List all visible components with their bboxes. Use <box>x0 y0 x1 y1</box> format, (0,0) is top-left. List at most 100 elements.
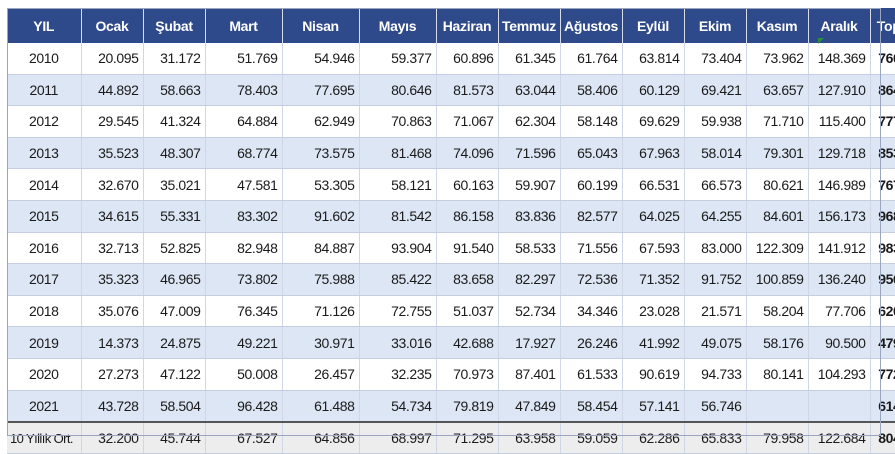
value-cell: 58.204 <box>746 295 809 328</box>
value-cell: 20.095 <box>81 43 144 75</box>
value-cell: 91.752 <box>684 263 747 296</box>
average-cell: 65.833 <box>684 421 747 454</box>
value-cell: 58.176 <box>746 326 809 359</box>
value-cell: 35.523 <box>81 137 144 170</box>
table-row: 2010 20.095 31.172 51.769 54.946 59.377 60.896… <box>7 43 895 75</box>
value-cell: 53.305 <box>282 168 360 201</box>
value-cell: 33.016 <box>359 326 437 359</box>
total-cell: 983.720 <box>870 232 895 265</box>
total-cell: 853.378 <box>870 137 895 170</box>
table-body: 2010 20.095 31.172 51.769 54.946 59.377 60.896… <box>7 43 895 454</box>
value-cell: 82.948 <box>205 232 283 265</box>
value-cell: 71.556 <box>560 232 623 265</box>
value-cell: 93.904 <box>359 232 437 265</box>
average-cell: 79.958 <box>746 421 809 454</box>
value-cell: 73.575 <box>282 137 360 170</box>
value-cell: 47.581 <box>205 168 283 201</box>
value-cell: 51.037 <box>436 295 499 328</box>
value-cell: 65.043 <box>560 137 623 170</box>
value-cell: 122.309 <box>746 232 809 265</box>
value-cell: 47.849 <box>498 390 561 423</box>
average-cell: 63.958 <box>498 421 561 454</box>
total-cell: 864.439 <box>870 74 895 107</box>
total-cell: 968.017 <box>870 200 895 233</box>
value-cell: 79.301 <box>746 137 809 170</box>
value-cell: 49.221 <box>205 326 283 359</box>
table-row: 2017 35.323 46.965 73.802 75.988 85.422 83.658… <box>7 263 895 296</box>
value-cell: 79.819 <box>436 390 499 423</box>
value-cell: 77.695 <box>282 74 360 107</box>
column-header-5: Mayıs <box>359 8 437 43</box>
value-cell: 54.946 <box>282 43 360 75</box>
value-cell: 71.596 <box>498 137 561 170</box>
total-cell: 777.761 <box>870 105 895 138</box>
value-cell: 84.601 <box>746 200 809 233</box>
value-cell: 81.542 <box>359 200 437 233</box>
value-cell: 78.403 <box>205 74 283 107</box>
value-cell: 68.774 <box>205 137 283 170</box>
year-cell: 2020 <box>7 358 82 391</box>
value-cell: 50.008 <box>205 358 283 391</box>
value-cell: 29.545 <box>81 105 144 138</box>
value-cell: 75.988 <box>282 263 360 296</box>
value-cell: 26.457 <box>282 358 360 391</box>
value-cell: 42.688 <box>436 326 499 359</box>
value-cell: 77.706 <box>808 295 871 328</box>
value-cell: 44.892 <box>81 74 144 107</box>
column-header-12: Aralık <box>808 8 871 43</box>
value-cell: 35.323 <box>81 263 144 296</box>
year-cell: 2019 <box>7 326 82 359</box>
value-cell: 141.912 <box>808 232 871 265</box>
table-header: YIL Ocak Şubat Mart Nisan Mayıs Haziran Temmuz A… <box>7 8 895 43</box>
value-cell: 87.401 <box>498 358 561 391</box>
value-cell: 47.122 <box>143 358 206 391</box>
column-header-7: Temmuz <box>498 8 561 43</box>
value-cell: 96.428 <box>205 390 283 423</box>
value-cell: 127.910 <box>808 74 871 107</box>
year-cell: 2013 <box>7 137 82 170</box>
value-cell: 67.963 <box>622 137 685 170</box>
value-cell: 84.887 <box>282 232 360 265</box>
value-cell: 136.240 <box>808 263 871 296</box>
value-cell: 48.307 <box>143 137 206 170</box>
value-cell: 85.422 <box>359 263 437 296</box>
table-row: 2016 32.713 52.825 82.948 84.887 93.904 91.540… <box>7 232 895 265</box>
value-cell: 71.710 <box>746 105 809 138</box>
value-cell: 71.067 <box>436 105 499 138</box>
total-cell: 956.194 <box>870 263 895 296</box>
value-cell: 64.255 <box>684 200 747 233</box>
value-cell: 83.000 <box>684 232 747 265</box>
value-cell: 72.755 <box>359 295 437 328</box>
value-cell: 69.421 <box>684 74 747 107</box>
value-cell: 58.148 <box>560 105 623 138</box>
column-header-6: Haziran <box>436 8 499 43</box>
value-cell: 80.621 <box>746 168 809 201</box>
value-cell: 61.488 <box>282 390 360 423</box>
year-cell: 2016 <box>7 232 82 265</box>
value-cell: 54.734 <box>359 390 437 423</box>
value-cell: 47.009 <box>143 295 206 328</box>
value-cell: 83.302 <box>205 200 283 233</box>
value-cell: 81.573 <box>436 74 499 107</box>
value-cell: 94.733 <box>684 358 747 391</box>
value-cell: 32.670 <box>81 168 144 201</box>
table-row: 2020 27.273 47.122 50.008 26.457 32.235 70.973… <box>7 358 895 391</box>
total-cell: 614.891 <box>870 390 895 423</box>
value-cell: 58.533 <box>498 232 561 265</box>
value-cell: 51.769 <box>205 43 283 75</box>
year-cell: 2010 <box>7 43 82 75</box>
table-row: 2019 14.373 24.875 49.221 30.971 33.016 42.688… <box>7 326 895 359</box>
cell-comment-marker-icon <box>818 38 824 44</box>
average-label: 10 Yıllık Ort. <box>7 421 82 454</box>
value-cell: 31.172 <box>143 43 206 75</box>
table-row: 2018 35.076 47.009 76.345 71.126 72.755 51.037… <box>7 295 895 328</box>
column-header-3: Mart <box>205 8 283 43</box>
value-cell: 58.406 <box>560 74 623 107</box>
value-cell: 104.293 <box>808 358 871 391</box>
year-cell: 2015 <box>7 200 82 233</box>
value-cell: 64.025 <box>622 200 685 233</box>
column-header-13: Toplam <box>870 8 895 43</box>
value-cell: 17.927 <box>498 326 561 359</box>
value-cell: 82.577 <box>560 200 623 233</box>
column-header-10: Ekim <box>684 8 747 43</box>
